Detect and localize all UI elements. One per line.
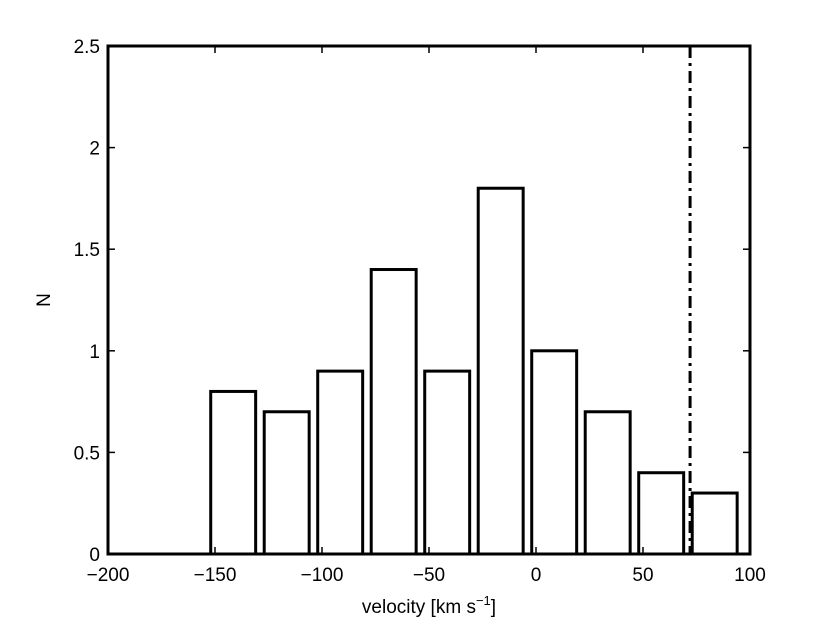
histogram-bar [690,491,739,556]
histogram-bar [262,410,311,556]
y-tick-label: 1 [89,342,100,363]
y-tick-label: 0.5 [74,443,100,464]
histogram-bar [476,186,525,556]
x-tick-label: −150 [194,565,237,586]
histogram-bar [530,349,579,556]
histogram-bar [423,369,472,556]
histogram-bar [637,471,686,556]
y-tick-label: 0 [89,545,100,566]
y-tick-label: 2.5 [74,37,100,58]
y-tick-label: 2 [89,139,100,160]
x-tick-label: 50 [632,565,653,586]
histogram-bar [209,389,258,556]
x-tick-label: 0 [531,565,542,586]
x-tick-label: 100 [734,565,766,586]
y-tick-label: 1.5 [74,240,100,261]
x-tick-label: −200 [87,565,130,586]
x-tick-label: −100 [301,565,344,586]
bars-group [209,186,739,556]
x-tick-label: −50 [413,565,445,586]
x-axis-label: velocity [km s−1] [362,593,496,618]
histogram-bar [583,410,632,556]
histogram-bar [369,268,418,556]
histogram-bar [316,369,365,556]
ticks-group: −200 −150 −100 −50 0 50 100 0 0.5 1 1.5 2 2.5 [74,37,766,586]
y-axis-label: N [34,293,55,307]
